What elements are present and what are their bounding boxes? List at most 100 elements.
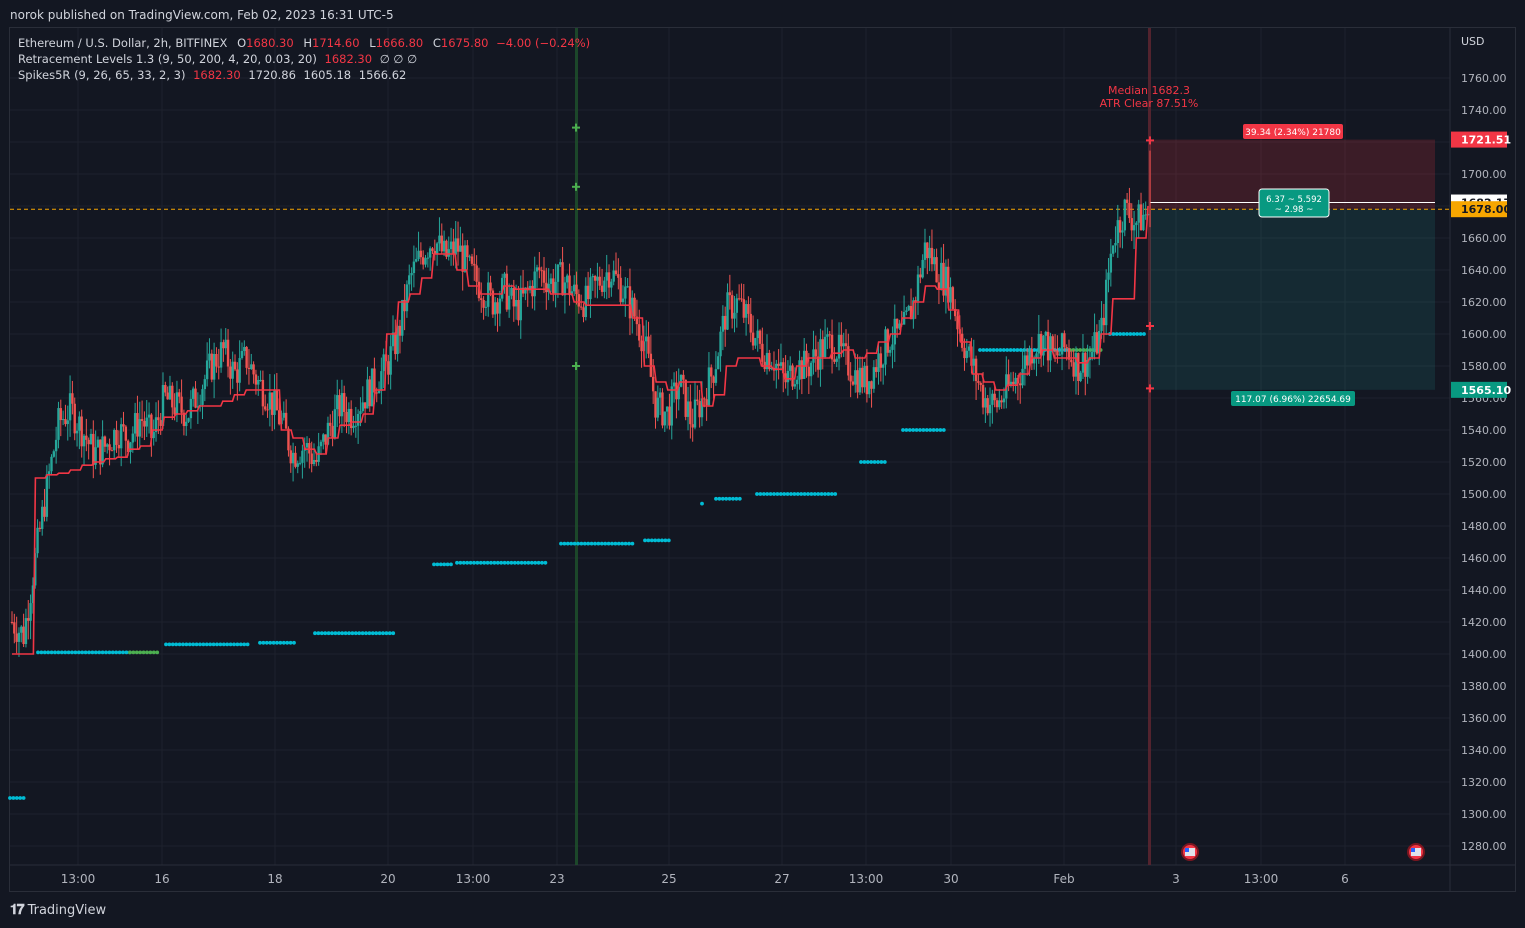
candle-body: [54, 439, 58, 452]
time-tick-label: 20: [380, 872, 395, 886]
candle-body: [257, 379, 260, 385]
candle-body: [352, 425, 355, 429]
candle-body: [361, 402, 364, 412]
level-dot: [167, 642, 172, 647]
candle-body: [549, 278, 553, 284]
candle-body: [554, 281, 557, 294]
candle-body: [830, 334, 834, 360]
candle-body: [217, 366, 220, 368]
candle-body: [754, 338, 757, 346]
level-dot: [340, 631, 345, 636]
candle-body: [247, 367, 251, 369]
level-dot: [1138, 332, 1143, 336]
level-dot: [536, 560, 541, 565]
level-dot: [819, 492, 824, 496]
candle-body: [333, 409, 337, 439]
level-dot: [1018, 348, 1023, 352]
candle-body: [552, 278, 555, 294]
level-dot: [758, 492, 763, 496]
level-dot: [978, 348, 982, 352]
level-dot: [519, 560, 524, 565]
chart-frame[interactable]: [9, 27, 1516, 892]
level-dot: [438, 562, 443, 567]
candle-body: [556, 264, 560, 282]
candle-body: [308, 443, 311, 454]
candle-body: [261, 379, 265, 407]
candle-body: [138, 419, 141, 437]
price-tick-label: 1500.00: [1461, 488, 1507, 501]
level-dot: [39, 650, 44, 655]
level-dot: [191, 642, 196, 647]
level-dot: [765, 492, 770, 496]
candle-body: [607, 272, 611, 288]
level-dot: [155, 650, 160, 655]
level-dot: [364, 631, 368, 636]
level-dot: [313, 631, 317, 636]
candle-body: [275, 390, 279, 411]
candle-body: [721, 315, 725, 332]
candle-body: [881, 364, 885, 368]
candle-body: [377, 390, 381, 394]
candle-body: [110, 450, 114, 452]
candle-body: [998, 400, 1001, 408]
tradingview-logo-icon: 𝟏𝟕: [10, 902, 25, 918]
candle-body: [1123, 199, 1126, 231]
candle-body: [131, 433, 135, 443]
event-flag-body: [1411, 848, 1421, 856]
level-dot: [377, 631, 382, 636]
candle-body: [431, 248, 434, 251]
level-dot: [559, 541, 563, 546]
footer-brand[interactable]: 𝟏𝟕 TradingView: [10, 902, 106, 918]
candle-body: [756, 330, 759, 339]
level-dot: [316, 631, 321, 636]
level-dot: [198, 642, 202, 647]
legend-symbol-row[interactable]: Ethereum / U.S. Dollar, 2h, BITFINEX O16…: [18, 35, 590, 51]
rr-label-line2: ~ 2.98 ~: [1275, 205, 1314, 215]
candle-body: [78, 416, 81, 431]
candle-body: [705, 399, 708, 406]
legend-indicator-spikes[interactable]: Spikes5R (9, 26, 65, 33, 2, 3) 1682.30 1…: [18, 67, 590, 83]
candle-body: [449, 241, 453, 250]
candle-body: [1063, 333, 1066, 348]
candle-body: [624, 286, 627, 299]
price-axis[interactable]: USD1760.001740.001720.001700.001680.0016…: [1451, 35, 1511, 853]
level-dot: [455, 560, 459, 565]
level-dot: [717, 496, 722, 501]
high-value: 1714.60: [312, 36, 360, 50]
level-dot: [458, 560, 463, 565]
price-tick-label: 1380.00: [1461, 680, 1507, 693]
candle-body: [175, 392, 179, 415]
candle-body: [159, 420, 162, 426]
candle-body: [259, 379, 262, 381]
price-tick-label: 1300.00: [1461, 808, 1507, 821]
candle-body: [1137, 204, 1140, 223]
candle-body: [856, 370, 859, 393]
time-tick-label: 16: [154, 872, 169, 886]
candle-body: [596, 276, 599, 281]
time-axis[interactable]: 13:00 16 18 20 13:00 23 25 27 13:00 30 Feb 3 13:00 6: [61, 872, 1349, 886]
candle-body: [1049, 336, 1052, 361]
last-price-tag-bg: [1451, 201, 1507, 218]
candle-body: [403, 299, 406, 312]
candle-body: [942, 262, 945, 296]
candle-body: [171, 385, 174, 408]
level-dot: [93, 650, 98, 655]
level-dot: [569, 541, 574, 546]
level-dot: [792, 492, 797, 496]
level-dot: [778, 492, 783, 496]
candle-body: [473, 263, 476, 266]
level-dot: [492, 560, 497, 565]
red-session-line: [1148, 28, 1151, 865]
price-tick-label: 1280.00: [1461, 840, 1507, 853]
legend-indicator-retracement[interactable]: Retracement Levels 1.3 (9, 50, 200, 4, 2…: [18, 51, 590, 67]
indicator-spikes-value-3: 1605.18: [303, 68, 352, 82]
event-flag-icon: [1407, 843, 1425, 861]
candle-body: [289, 450, 292, 464]
candle-body: [1070, 359, 1073, 363]
candle-body: [586, 285, 590, 300]
candle-body: [1114, 243, 1117, 246]
candle-body: [840, 334, 843, 347]
candle-body: [670, 386, 673, 426]
last-price-tag: 1678.00: [1451, 201, 1511, 218]
